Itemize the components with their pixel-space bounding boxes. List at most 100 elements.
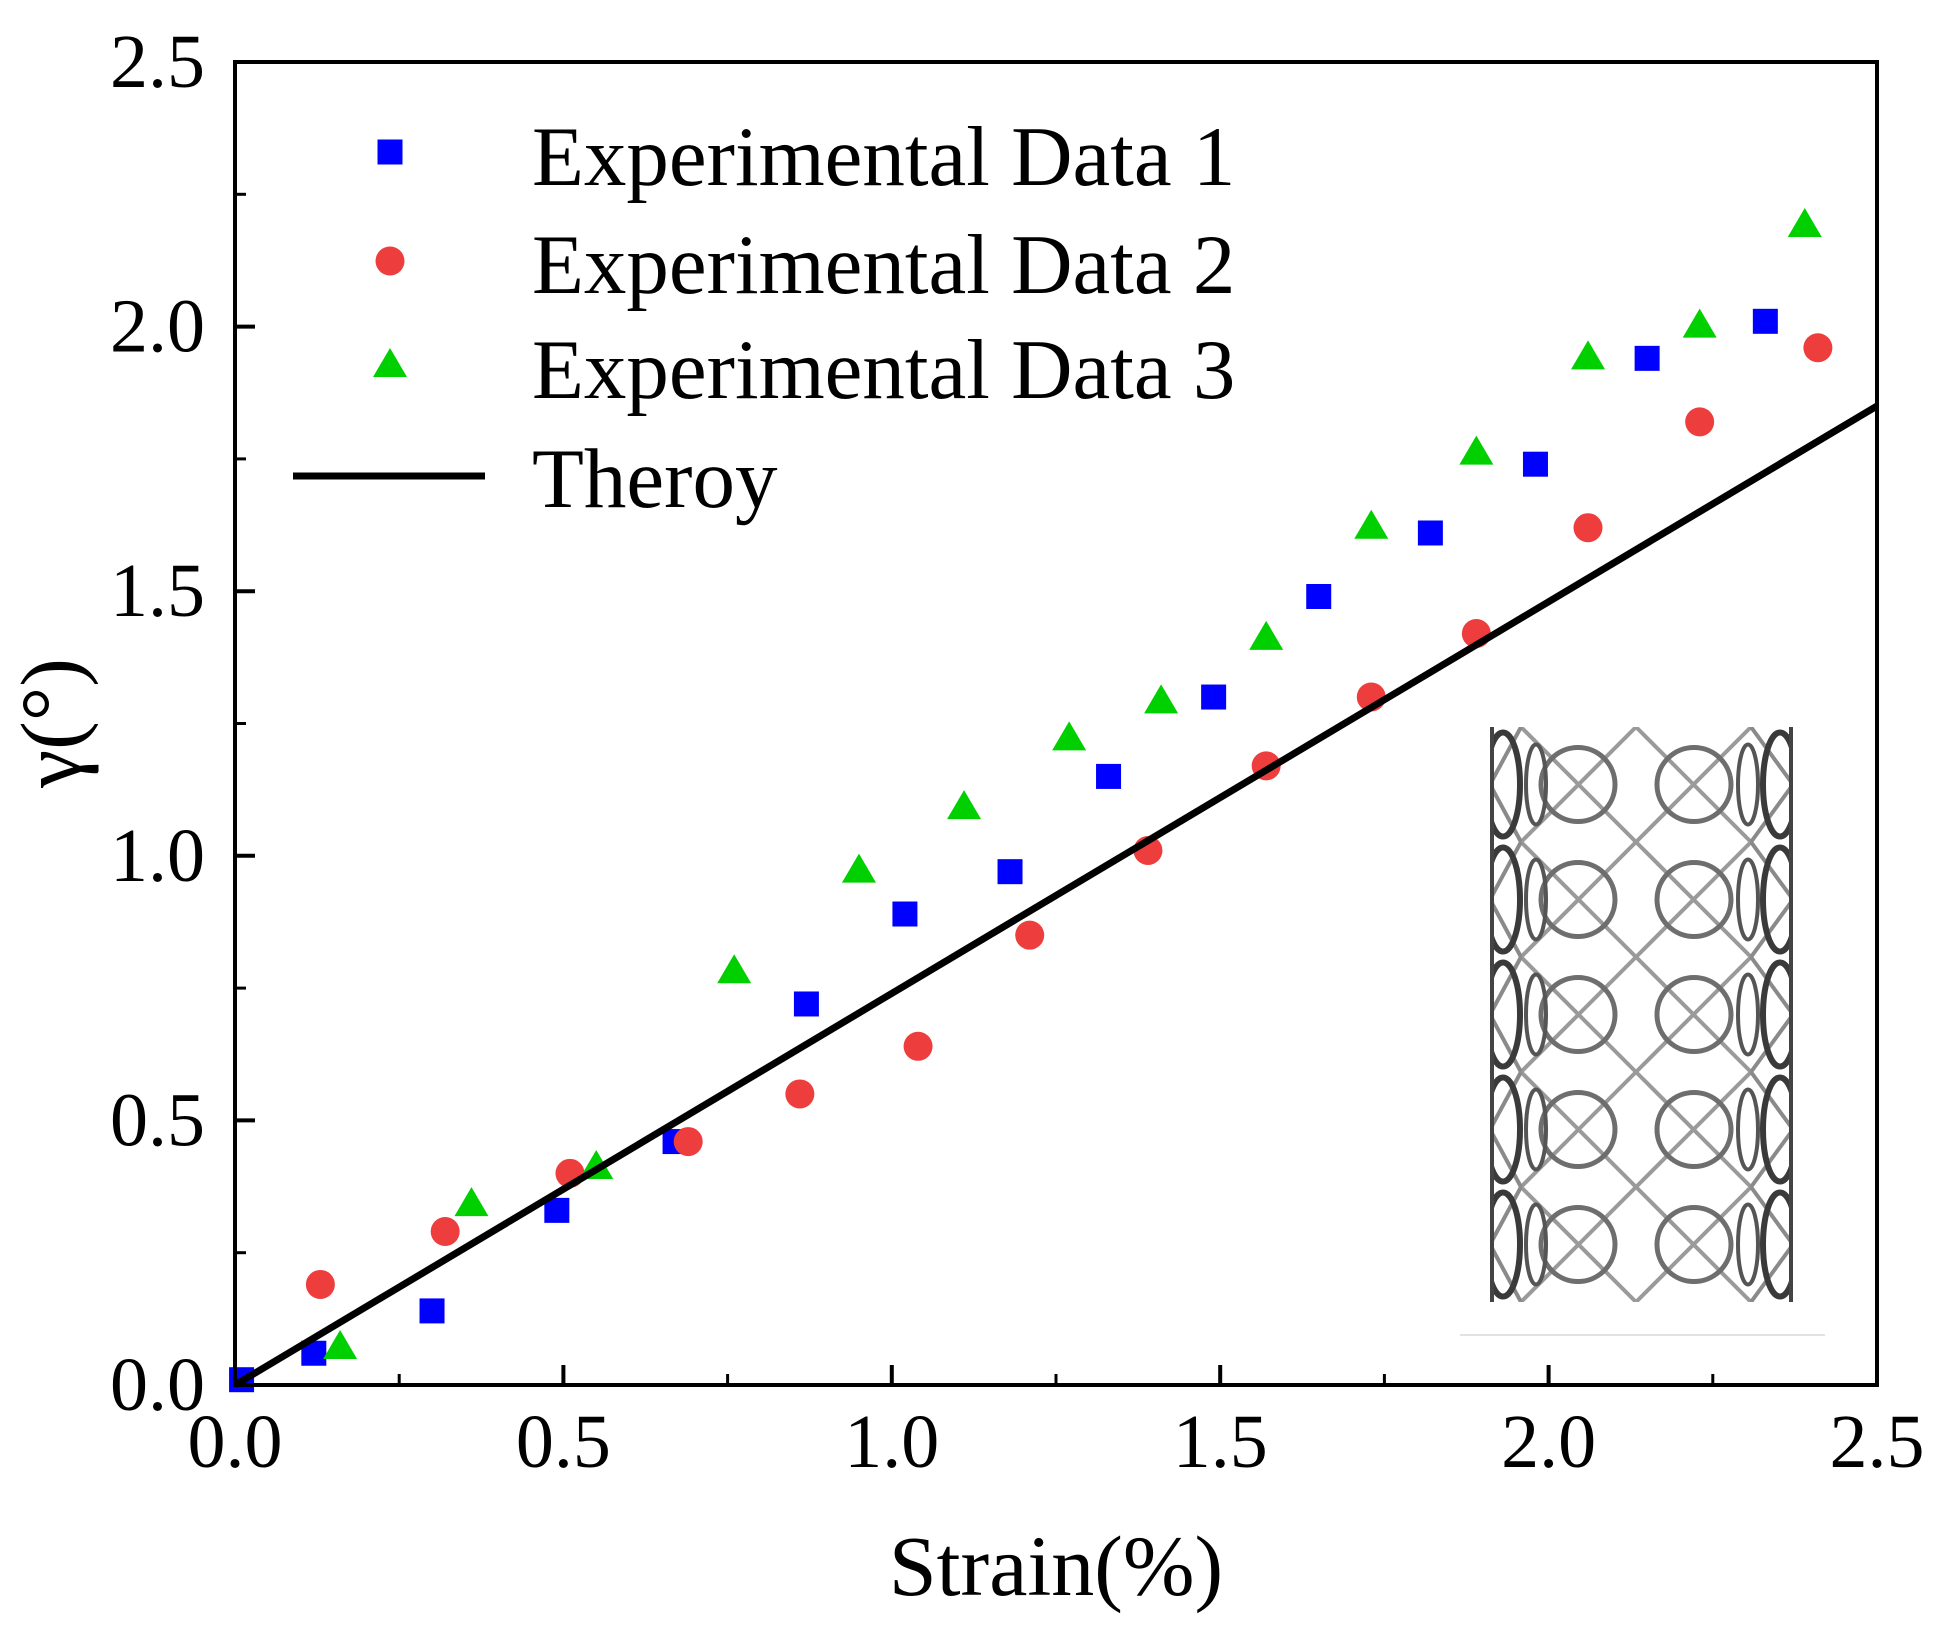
lattice-edge-ring: [1524, 742, 1548, 827]
series-3-point: [454, 1187, 489, 1217]
series-1-point: [997, 859, 1023, 885]
lattice-strut: [1634, 727, 1753, 844]
series-2-point: [903, 1031, 933, 1061]
legend-label-series-3: Experimental Data 3: [532, 323, 1235, 417]
lattice-edge-ring: [1760, 959, 1793, 1070]
lattice-strut: [1749, 840, 1793, 901]
series-1-point: [1201, 684, 1227, 710]
lattice-edge-ring: [1524, 857, 1548, 942]
lattice-ring: [1538, 860, 1618, 939]
lattice-edge-ring: [1524, 1087, 1548, 1172]
legend-label-series-1: Experimental Data 1: [532, 110, 1235, 204]
lattice-edge-ring: [1490, 729, 1523, 840]
series-1-point: [1306, 583, 1332, 609]
lattice-tube-inset: [1490, 727, 1793, 1302]
series-3-point: [1144, 684, 1179, 714]
lattice-edge-ring: [1760, 844, 1793, 955]
x-tick-label: 2.5: [1830, 1400, 1925, 1484]
lattice-edge-ring: [1760, 1074, 1793, 1185]
series-1-point: [892, 901, 918, 927]
lattice-edge-ring: [1736, 972, 1760, 1057]
lattice-edge-ring: [1760, 729, 1793, 840]
lattice-ring: [1538, 745, 1618, 824]
lattice-strut: [1490, 1243, 1523, 1302]
lattice-edge-ring: [1760, 1189, 1793, 1300]
lattice-strut: [1490, 898, 1523, 958]
series-2-point: [785, 1079, 815, 1109]
lattice-strut: [1490, 1071, 1523, 1131]
lattice-strut: [1749, 1128, 1793, 1189]
tick-labels: 0.0 0.5 1.0 1.5 2.0 2.5 0.0 0.5 1.0 1.5 2.0 2.5: [110, 20, 1925, 1484]
lattice-strut: [1490, 783, 1523, 843]
legend: Experimental Data 1 Experimental Data 2 …: [293, 110, 1235, 526]
legend-markers: [293, 139, 485, 480]
lattice-strut: [1749, 783, 1793, 844]
lattice-edge-ring: [1490, 1189, 1523, 1300]
lattice-ring: [1654, 860, 1734, 939]
series-1-point: [1417, 520, 1443, 546]
series-3-point: [1459, 435, 1494, 465]
lattice-strut: [1634, 1070, 1753, 1189]
series-3-point: [1052, 721, 1087, 751]
lattice-strut: [1490, 1186, 1523, 1246]
series-2-point: [1573, 513, 1603, 543]
series-3-point: [1249, 620, 1284, 650]
series-2-point: [305, 1269, 335, 1299]
lattice-edge-ring: [1524, 1202, 1548, 1287]
series-1-point: [419, 1298, 445, 1324]
lattice-strut: [1749, 727, 1793, 786]
y-tick-label: 1.0: [110, 814, 205, 898]
series-3-point: [1571, 340, 1606, 370]
y-tick-label: 0.0: [110, 1343, 205, 1427]
lattice-strut: [1749, 1243, 1793, 1302]
series-2-point: [430, 1217, 460, 1247]
series-2-point: [673, 1127, 703, 1157]
lattice-ring: [1538, 1205, 1618, 1284]
theory-series: [233, 402, 1879, 1389]
x-tick-label: 0.5: [516, 1400, 611, 1484]
lattice-edge-ring: [1736, 1087, 1760, 1172]
lattice-edge-ring: [1490, 959, 1523, 1070]
lattice-ring: [1538, 1090, 1618, 1169]
lattice-strut: [1634, 1185, 1753, 1302]
legend-label-theory: Theroy: [532, 432, 778, 526]
lattice-edge-ring: [1490, 844, 1523, 955]
lattice-strut: [1490, 956, 1523, 1016]
lattice-edge-ring: [1490, 1074, 1523, 1185]
lattice-strut: [1749, 1185, 1793, 1246]
lattice-strut: [1490, 841, 1523, 901]
series-1-point: [1522, 451, 1548, 477]
series-3-point: [1354, 509, 1389, 539]
series-1-point: [1752, 308, 1778, 334]
legend-marker-series-3: [373, 348, 407, 377]
y-axis-label: γ(°): [3, 658, 99, 789]
x-tick-label: 1.5: [1173, 1400, 1268, 1484]
lattice-ring: [1654, 975, 1734, 1054]
lattice-strut: [1749, 955, 1793, 1016]
lattice-strut: [1634, 955, 1753, 1074]
series-3-point: [1787, 208, 1822, 238]
lattice-strut: [1634, 840, 1753, 959]
y-tick-label: 2.0: [110, 285, 205, 369]
lattice-strut: [1749, 898, 1793, 959]
plot-frame: [233, 60, 1879, 1387]
series-3-point: [1682, 308, 1717, 338]
series-2-point: [1803, 333, 1833, 363]
lattice-edge-ring: [1736, 1202, 1760, 1287]
y-tick-label: 2.5: [110, 20, 205, 104]
y-tick-label: 1.5: [110, 549, 205, 633]
legend-marker-series-2: [375, 246, 405, 276]
lattice-ring: [1538, 975, 1618, 1054]
series-3-point: [323, 1329, 358, 1359]
lattice-strut: [1490, 727, 1523, 786]
series-3-point: [947, 790, 982, 820]
lattice-strut: [1749, 1013, 1793, 1074]
lattice-ring: [1654, 745, 1734, 824]
x-axis-label: Strain(%): [889, 1518, 1223, 1614]
x-tick-label: 1.0: [844, 1400, 939, 1484]
series-1-point: [1096, 763, 1122, 789]
series-2-point: [1015, 920, 1045, 950]
lattice-edge-ring: [1736, 742, 1760, 827]
x-tick-label: 2.0: [1501, 1400, 1596, 1484]
